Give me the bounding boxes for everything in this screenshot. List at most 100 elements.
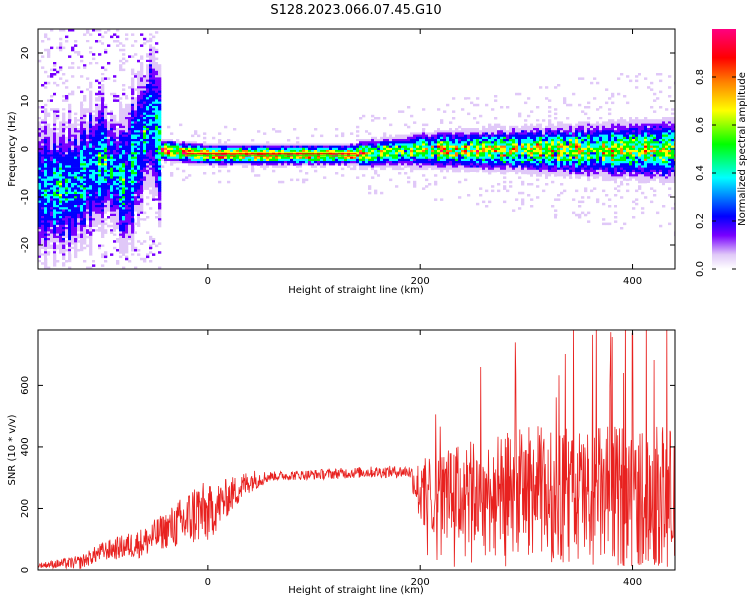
heatmap-cell bbox=[122, 209, 126, 212]
heatmap-cell bbox=[473, 134, 477, 138]
heatmap-cell bbox=[143, 183, 147, 186]
heatmap-cell bbox=[47, 211, 51, 215]
heatmap-cell bbox=[104, 145, 108, 149]
heatmap-cell bbox=[158, 121, 162, 124]
heatmap-cell bbox=[455, 169, 459, 173]
heatmap-cell bbox=[128, 240, 132, 243]
heatmap-cell bbox=[155, 66, 159, 69]
heatmap-cell bbox=[143, 260, 147, 263]
heatmap-cell bbox=[266, 147, 270, 151]
heatmap-cell bbox=[71, 46, 75, 50]
heatmap-cell bbox=[128, 117, 132, 120]
heatmap-cell bbox=[407, 176, 411, 179]
heatmap-cell bbox=[101, 128, 105, 131]
heatmap-cell bbox=[440, 152, 444, 155]
heatmap-cell bbox=[440, 167, 444, 171]
heatmap-cell bbox=[437, 150, 441, 153]
heatmap-cell bbox=[89, 244, 93, 248]
heatmap-cell bbox=[77, 174, 81, 177]
heatmap-cell bbox=[416, 165, 420, 168]
heatmap-cell bbox=[392, 161, 396, 164]
heatmap-cell bbox=[137, 75, 141, 78]
heatmap-cell bbox=[104, 161, 108, 164]
heatmap-cell bbox=[299, 143, 303, 146]
heatmap-cell bbox=[41, 251, 45, 254]
heatmap-cell bbox=[152, 64, 156, 67]
heatmap-cell bbox=[305, 156, 309, 160]
heatmap-cell bbox=[473, 152, 477, 155]
heatmap-cell bbox=[116, 152, 120, 155]
heatmap-cell bbox=[41, 257, 45, 261]
heatmap-cell bbox=[464, 183, 468, 186]
heatmap-cell bbox=[38, 128, 42, 131]
heatmap-cell bbox=[62, 220, 66, 223]
heatmap-cell bbox=[311, 147, 315, 151]
heatmap-cell bbox=[143, 84, 147, 87]
heatmap-cell bbox=[503, 187, 507, 190]
heatmap-cell bbox=[188, 128, 192, 131]
heatmap-cell bbox=[383, 152, 387, 155]
heatmap-cell bbox=[425, 194, 429, 197]
heatmap-cell bbox=[152, 48, 156, 52]
heatmap-cell bbox=[212, 147, 216, 151]
heatmap-cell bbox=[284, 156, 288, 160]
heatmap-cell bbox=[464, 150, 468, 153]
heatmap-cell bbox=[137, 77, 141, 80]
heatmap-cell bbox=[248, 156, 252, 160]
heatmap-cell bbox=[356, 145, 360, 149]
heatmap-cell bbox=[113, 152, 117, 155]
heatmap-cell bbox=[38, 125, 42, 129]
heatmap-cell bbox=[137, 141, 141, 144]
heatmap-cell bbox=[62, 238, 66, 241]
heatmap-cell bbox=[92, 29, 96, 32]
heatmap-cell bbox=[266, 143, 270, 146]
heatmap-cell bbox=[401, 158, 405, 162]
heatmap-cell bbox=[110, 196, 114, 199]
heatmap-cell bbox=[77, 249, 81, 252]
heatmap-cell bbox=[404, 147, 408, 151]
heatmap-cell bbox=[53, 92, 57, 96]
heatmap-cell bbox=[134, 205, 138, 208]
heatmap-cell bbox=[353, 141, 357, 144]
heatmap-cell bbox=[65, 185, 69, 188]
heatmap-cell bbox=[50, 75, 54, 78]
heatmap-cell bbox=[86, 77, 90, 80]
heatmap-cell bbox=[125, 213, 129, 217]
heatmap-cell bbox=[467, 161, 471, 164]
heatmap-cell bbox=[515, 154, 519, 157]
heatmap-cell bbox=[158, 119, 162, 122]
heatmap-cell bbox=[269, 156, 273, 160]
heatmap-cell bbox=[428, 136, 432, 140]
heatmap-cell bbox=[185, 161, 189, 164]
heatmap-cell bbox=[56, 191, 60, 195]
heatmap-cell bbox=[491, 152, 495, 155]
heatmap-cell bbox=[329, 145, 333, 149]
heatmap-cell bbox=[149, 260, 153, 263]
heatmap-cell bbox=[341, 143, 345, 146]
heatmap-cell bbox=[107, 141, 111, 144]
heatmap-cell bbox=[128, 218, 132, 221]
heatmap-cell bbox=[110, 119, 114, 122]
heatmap-cell bbox=[164, 143, 168, 146]
heatmap-cell bbox=[143, 185, 147, 188]
heatmap-cell bbox=[74, 222, 78, 226]
heatmap-cell bbox=[56, 176, 60, 179]
heatmap-cell bbox=[44, 112, 48, 116]
heatmap-cell bbox=[80, 249, 84, 252]
heatmap-cell bbox=[65, 35, 69, 39]
heatmap-cell bbox=[464, 161, 468, 164]
heatmap-cell bbox=[119, 154, 123, 157]
heatmap-cell bbox=[383, 145, 387, 149]
heatmap-cell bbox=[110, 110, 114, 113]
heatmap-cell bbox=[146, 70, 150, 74]
heatmap-cell bbox=[131, 216, 135, 219]
heatmap-cell bbox=[95, 130, 99, 133]
heatmap-cell bbox=[173, 139, 177, 142]
heatmap-cell bbox=[269, 150, 273, 153]
heatmap-cell bbox=[272, 156, 276, 160]
heatmap-cell bbox=[128, 103, 132, 107]
heatmap-cell bbox=[383, 165, 387, 168]
heatmap-cell bbox=[122, 185, 126, 188]
heatmap-cell bbox=[419, 154, 423, 157]
heatmap-cell bbox=[140, 64, 144, 67]
